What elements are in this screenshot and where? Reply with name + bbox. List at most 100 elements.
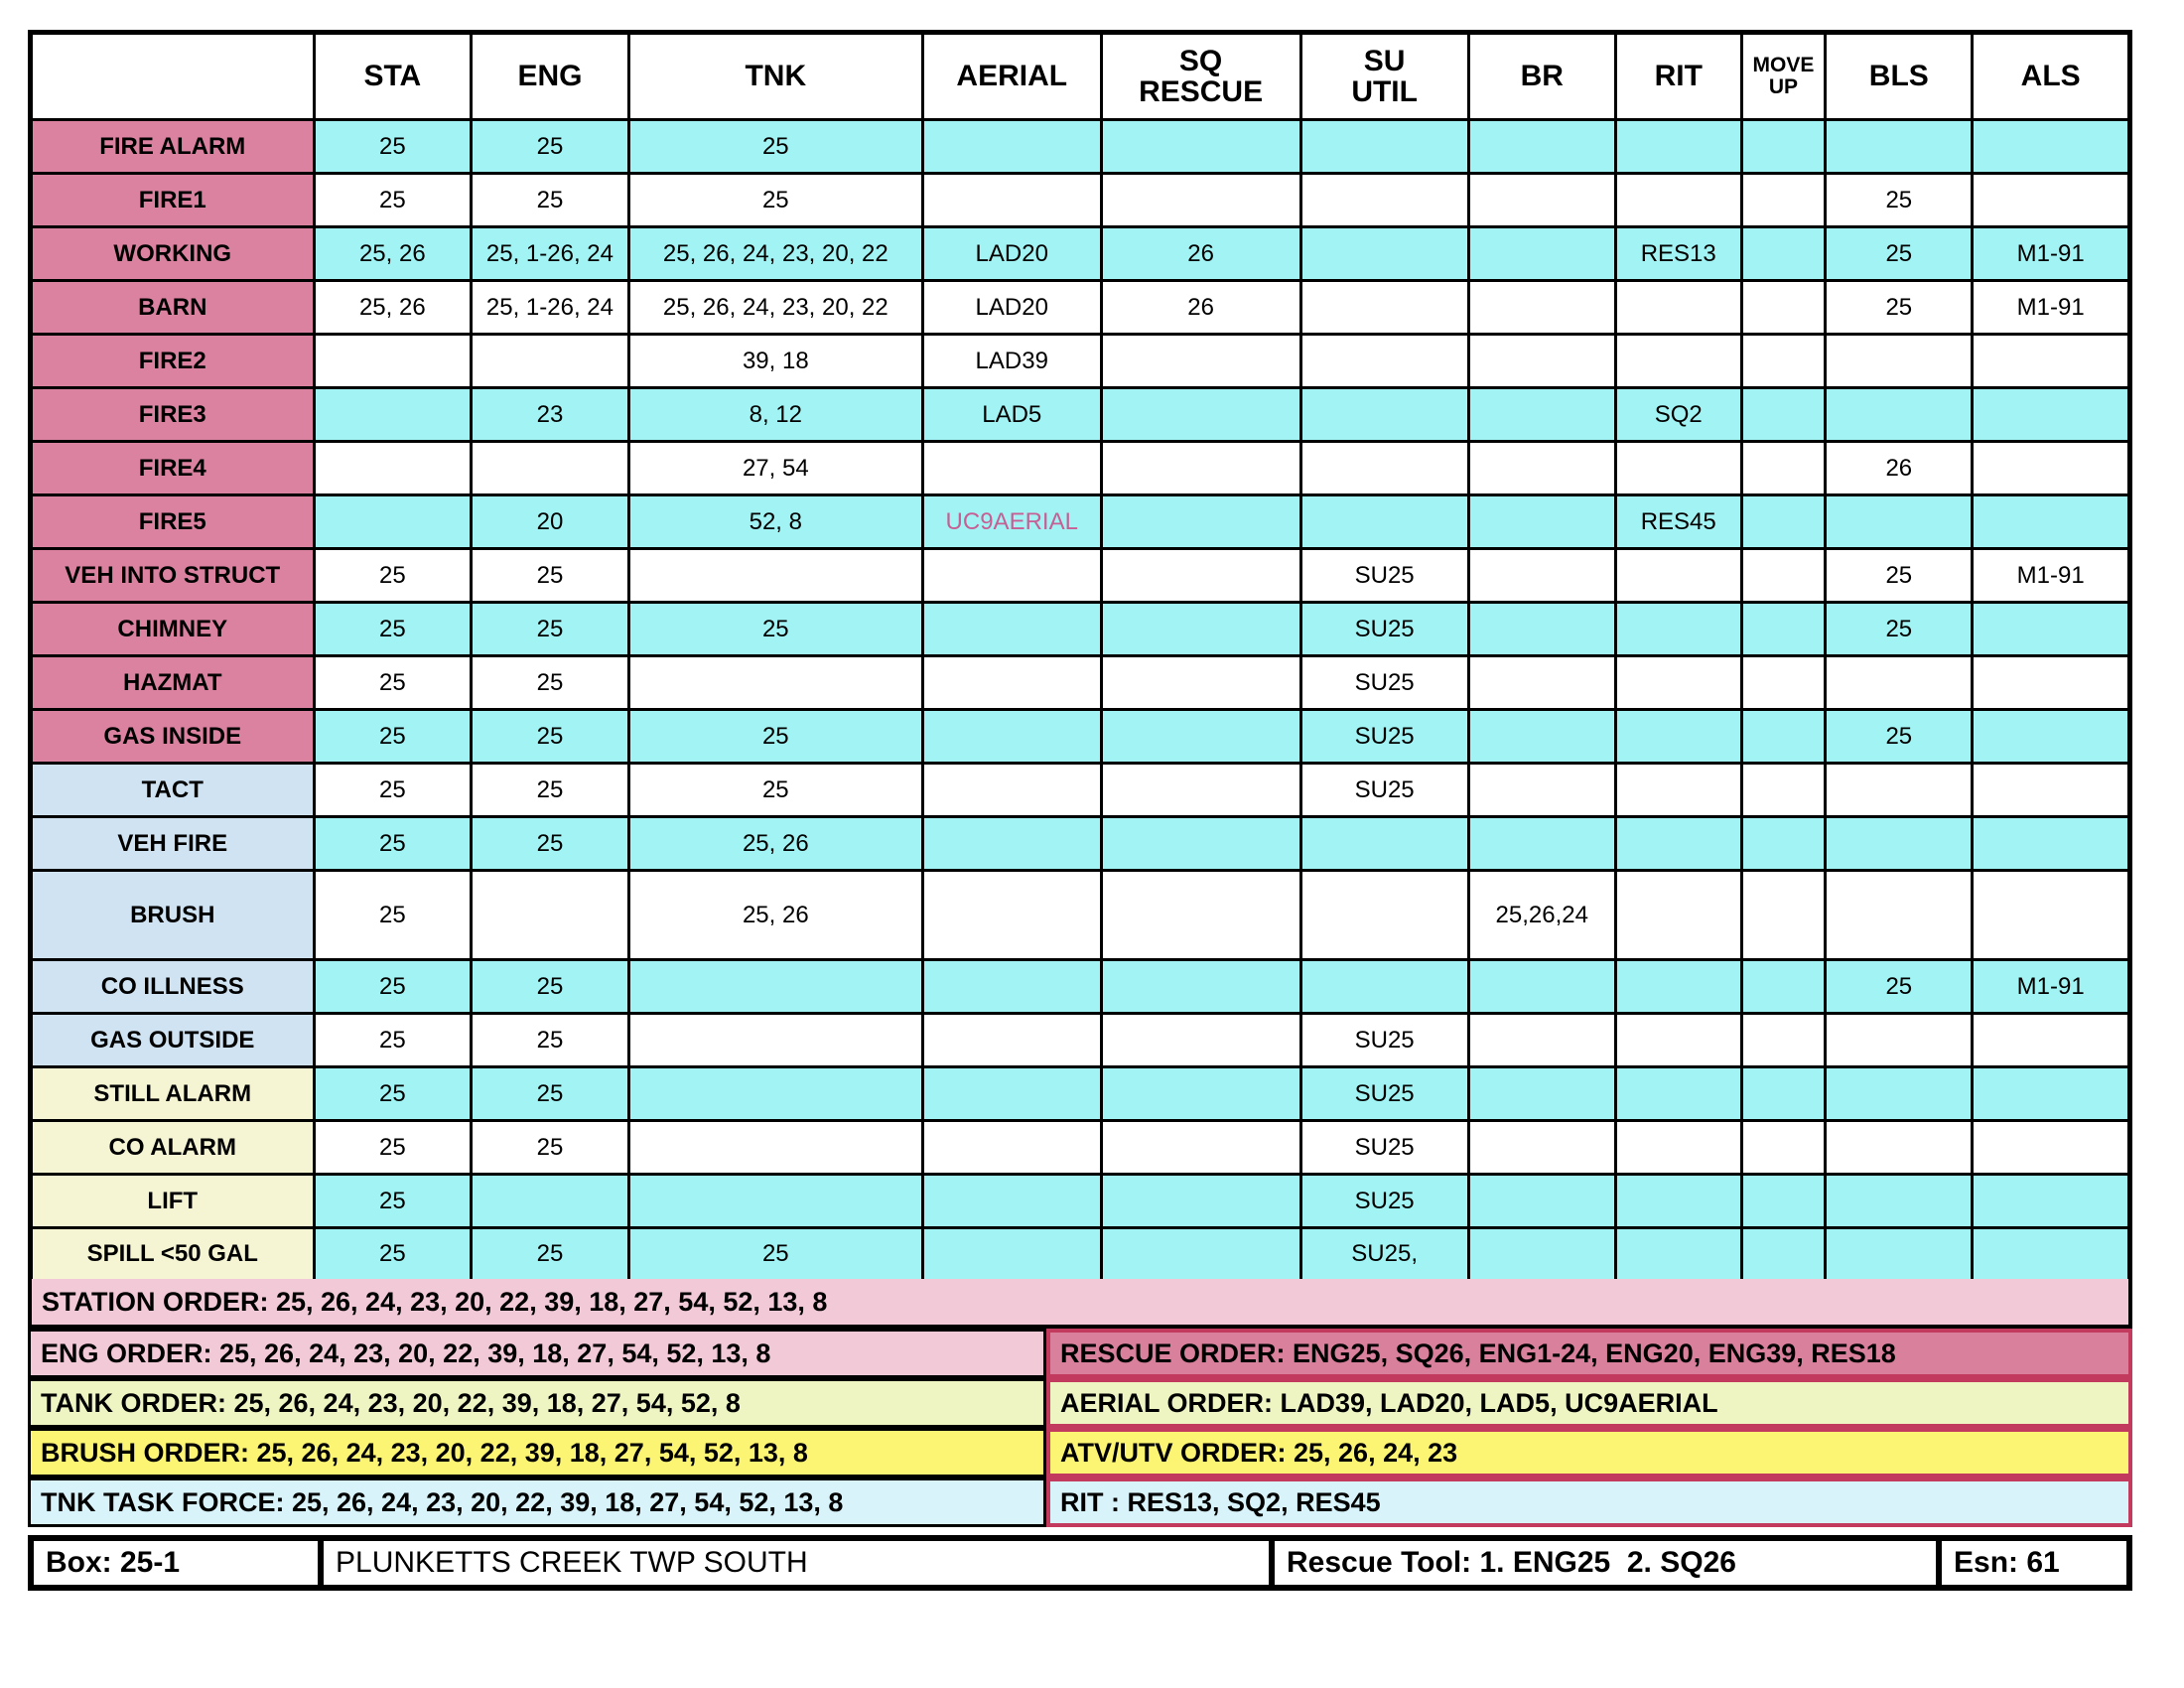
assignment-cell [1971,1119,2131,1176]
assignment-cell: RES45 [1613,493,1743,550]
assignment-cell [1099,118,1302,175]
assignment-cell: 26 [1099,225,1302,282]
assignment-cell [1298,958,1470,1015]
assignment-cell: 25 [470,1226,630,1283]
assignment-cell [1298,493,1470,550]
assignment-cell [1099,493,1302,550]
order-right-box: AERIAL ORDER: LAD39, LAD20, LAD5, UC9AER… [1046,1378,2132,1428]
assignment-cell [1466,225,1617,282]
assignment-cell: 25 [312,654,474,711]
assignment-cell [1971,815,2131,872]
assignment-cell [1824,762,1975,818]
assignment-cell [1739,1065,1828,1122]
table-row: HAZMAT 25 25 SU25 [29,654,2131,711]
row-label: FIRE1 [29,172,316,228]
assignment-cell [1739,333,1828,389]
assignment-cell [1824,869,1975,961]
table-row: BARN 25, 26 25, 1-26, 24 25, 26, 24, 23, 20… [29,279,2131,336]
assignment-cell: 25 [1824,225,1975,282]
assignment-cell [1613,708,1743,765]
assignment-cell: 25 [470,118,630,175]
assignment-cell [1466,547,1617,604]
table-row: STILL ALARM 25 25 SU25 [29,1065,2131,1122]
assignment-cell [1971,1065,2131,1122]
table-row: FIRE3 23 8, 12 LAD5 SQ2 [29,386,2131,443]
table-row: GAS OUTSIDE 25 25 SU25 [29,1012,2131,1068]
assignment-cell [1739,386,1828,443]
assignment-cell [1466,1012,1617,1068]
assignment-cell [1099,386,1302,443]
assignment-cell [1466,654,1617,711]
assignment-cell [1739,815,1828,872]
column-header-bls: BLS [1824,31,1975,121]
assignment-cell [626,1173,924,1229]
assignment-cell [1466,386,1617,443]
table-row: WORKING 25, 26 25, 1-26, 24 25, 26, 24, 23,… [29,225,2131,282]
row-label: LIFT [29,1173,316,1229]
order-left-box: BRUSH ORDER: 25, 26, 24, 23, 20, 22, 39,… [28,1428,1046,1477]
assignment-cell: SU25 [1298,762,1470,818]
assignment-cell: SU25 [1298,1065,1470,1122]
assignment-cell [1613,279,1743,336]
assignment-cell: 25, 26 [312,279,474,336]
assignment-cell [1739,762,1828,818]
assignment-cell [1298,815,1470,872]
assignment-cell [1971,1226,2131,1283]
assignment-cell: SU25 [1298,601,1470,657]
assignment-cell [1099,172,1302,228]
assignment-cell: RES13 [1613,225,1743,282]
assignment-cell [1613,1012,1743,1068]
assignment-cell: 52, 8 [626,493,924,550]
table-row: BRUSH 25 25, 26 25,26,24 [29,869,2131,961]
order-row: TANK ORDER: 25, 26, 24, 23, 20, 22, 39, … [28,1378,2132,1428]
assignment-cell: 25 [312,1012,474,1068]
assignment-cell [1099,958,1302,1015]
assignment-cell [626,958,924,1015]
assignment-cell: 25 [312,869,474,961]
assignment-cell [1613,172,1743,228]
assignment-cell: SU25 [1298,708,1470,765]
assignment-cell: 25 [312,1173,474,1229]
row-label: FIRE ALARM [29,118,316,175]
assignment-cell [920,440,1103,496]
row-label: WORKING [29,225,316,282]
table-row: VEH FIRE 25 25 25, 26 [29,815,2131,872]
assignment-cell: 25 [312,1119,474,1176]
order-right-box: ATV/UTV ORDER: 25, 26, 24, 23 [1046,1428,2132,1477]
assignment-cell: 26 [1824,440,1975,496]
assignment-cell [1971,869,2131,961]
assignment-cell: 25 [470,547,630,604]
assignment-cell [1739,654,1828,711]
assignment-cell [1466,708,1617,765]
assignment-cell [1739,1119,1828,1176]
assignment-cell [1466,1226,1617,1283]
assignment-cell [1466,958,1617,1015]
order-row: BRUSH ORDER: 25, 26, 24, 23, 20, 22, 39,… [28,1428,2132,1477]
assignment-cell: 25, 26 [626,869,924,961]
table-row: VEH INTO STRUCT 25 25 SU25 25 M1-91 [29,547,2131,604]
box-info-bar: Box: 25-1 PLUNKETTS CREEK TWP SOUTH Rescue… [28,1535,2132,1591]
assignment-cell [1739,118,1828,175]
assignment-cell: M1-91 [1971,547,2131,604]
assignment-cell [1824,654,1975,711]
column-header-blank [29,31,316,121]
assignment-cell [920,1119,1103,1176]
assignment-cell: 25 [470,1012,630,1068]
table-row: CO ALARM 25 25 SU25 [29,1119,2131,1176]
assignment-cell [1824,1065,1975,1122]
assignment-cell: 25 [470,762,630,818]
assignment-cell: 25, 26 [312,225,474,282]
order-left-box: ENG ORDER: 25, 26, 24, 23, 20, 22, 39, 1… [28,1329,1046,1378]
assignment-cell [312,493,474,550]
column-header-sta: STA [312,31,474,121]
assignment-cell: 25, 26 [626,815,924,872]
assignment-cell: 25 [1824,279,1975,336]
assignment-cell: 25 [626,172,924,228]
dispatch-assignment-table: STA ENG TNK AERIAL SQ RESCUE SU UTIL BR RIT MOVE… [28,30,2132,1284]
assignment-cell [920,547,1103,604]
assignment-cell [1099,1119,1302,1176]
assignment-cell [1739,601,1828,657]
assignment-cell [626,1119,924,1176]
row-label: FIRE4 [29,440,316,496]
